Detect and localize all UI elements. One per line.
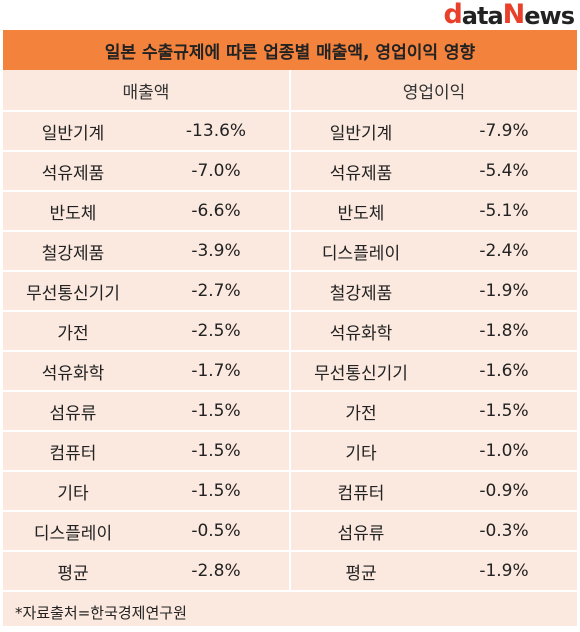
profit-impact-value: -5.1% [479, 201, 529, 221]
profit-industry-name: 평균 [345, 563, 377, 584]
profit-impact-value: -1.0% [479, 441, 529, 461]
sales-impact-value: -2.7% [191, 281, 241, 301]
sales-industry-name: 섬유류 [49, 403, 97, 424]
profit-industry-name: 일반기계 [329, 123, 393, 144]
sales-cell-group: 일반기계 -13.6% [3, 112, 289, 150]
profit-industry-name: 석유화학 [329, 323, 393, 344]
profit-impact-value: -1.5% [479, 401, 529, 421]
table-row: 일반기계 -13.6% 일반기계 -7.9% [3, 112, 577, 152]
table-row: 석유제품 -7.0% 석유제품 -5.4% [3, 152, 577, 192]
sales-cell-group: 석유제품 -7.0% [3, 152, 289, 190]
sales-impact-value: -13.6% [185, 121, 247, 141]
profit-impact-value: -0.3% [479, 521, 529, 541]
sales-industry-name: 무선통신기기 [26, 283, 120, 304]
table-row: 가전 -2.5% 석유화학 -1.8% [3, 312, 577, 352]
table-header: 매출액 영업이익 [3, 70, 577, 112]
sales-cell-group: 반도체 -6.6% [3, 192, 289, 230]
header-sales: 매출액 [122, 82, 170, 103]
table-row: 기타 -1.5% 컴퓨터 -0.9% [3, 472, 577, 512]
profit-cell-group: 디스플레이 -2.4% [289, 232, 577, 270]
sales-cell-group: 섬유류 -1.5% [3, 392, 289, 430]
sales-industry-name: 석유제품 [41, 163, 105, 184]
sales-cell-group: 가전 -2.5% [3, 312, 289, 350]
logo-d: d [443, 0, 462, 30]
profit-industry-name: 컴퓨터 [337, 483, 385, 504]
profit-impact-value: -1.6% [479, 361, 529, 381]
table-row: 무선통신기기 -2.7% 철강제품 -1.9% [3, 272, 577, 312]
sales-industry-name: 일반기계 [41, 123, 105, 144]
profit-industry-name: 반도체 [337, 203, 385, 224]
profit-impact-value: -1.8% [479, 321, 529, 341]
table-row: 석유화학 -1.7% 무선통신기기 -1.6% [3, 352, 577, 392]
sales-cell-group: 컴퓨터 -1.5% [3, 432, 289, 470]
table-row: 섬유류 -1.5% 가전 -1.5% [3, 392, 577, 432]
profit-cell-group: 가전 -1.5% [289, 392, 577, 430]
header-operating-profit: 영업이익 [289, 70, 577, 110]
sales-cell-group: 무선통신기기 -2.7% [3, 272, 289, 310]
profit-impact-value: -1.9% [479, 561, 529, 581]
sales-cell-group: 철강제품 -3.9% [3, 232, 289, 270]
sales-impact-value: -1.5% [191, 481, 241, 501]
sales-cell-group: 디스플레이 -0.5% [3, 512, 289, 550]
profit-impact-value: -2.4% [479, 241, 529, 261]
profit-impact-value: -1.9% [479, 281, 529, 301]
sales-impact-value: -1.7% [191, 361, 241, 381]
profit-cell-group: 철강제품 -1.9% [289, 272, 577, 310]
table-body: 일반기계 -13.6% 일반기계 -7.9% 석유제품 -7.0% 석유제품 -5.4% 반도체… [3, 112, 577, 592]
sales-industry-name: 기타 [57, 483, 89, 504]
profit-industry-name: 섬유류 [337, 523, 385, 544]
sales-cell-group: 기타 -1.5% [3, 472, 289, 510]
profit-cell-group: 무선통신기기 -1.6% [289, 352, 577, 390]
logo-n: N [502, 0, 526, 30]
table-row: 디스플레이 -0.5% 섬유류 -0.3% [3, 512, 577, 552]
sales-impact-value: -2.5% [191, 321, 241, 341]
sales-impact-value: -7.0% [191, 161, 241, 181]
sales-industry-name: 가전 [57, 323, 89, 344]
profit-impact-value: -0.9% [479, 481, 529, 501]
sales-impact-value: -1.5% [191, 441, 241, 461]
table-row: 평균 -2.8% 평균 -1.9% [3, 552, 577, 592]
table-row: 철강제품 -3.9% 디스플레이 -2.4% [3, 232, 577, 272]
profit-cell-group: 석유제품 -5.4% [289, 152, 577, 190]
table-card: 일본 수출규제에 따른 업종별 매출액, 영업이익 영향 매출액 영업이익 일반… [3, 30, 577, 626]
profit-industry-name: 기타 [345, 443, 377, 464]
profit-cell-group: 섬유류 -0.3% [289, 512, 577, 550]
profit-industry-name: 가전 [345, 403, 377, 424]
sales-industry-name: 디스플레이 [33, 523, 113, 544]
source-note: *자료출처=한국경제연구원 [15, 603, 187, 622]
profit-cell-group: 반도체 -5.1% [289, 192, 577, 230]
sales-impact-value: -0.5% [191, 521, 241, 541]
profit-cell-group: 일반기계 -7.9% [289, 112, 577, 150]
profit-industry-name: 디스플레이 [321, 243, 401, 264]
profit-impact-value: -7.9% [479, 121, 529, 141]
sales-industry-name: 컴퓨터 [49, 443, 97, 464]
sales-industry-name: 석유화학 [41, 363, 105, 384]
sales-impact-value: -3.9% [191, 241, 241, 261]
table-row: 반도체 -6.6% 반도체 -5.1% [3, 192, 577, 232]
profit-industry-name: 석유제품 [329, 163, 393, 184]
sales-industry-name: 평균 [57, 563, 89, 584]
sales-impact-value: -2.8% [191, 561, 241, 581]
profit-industry-name: 철강제품 [329, 283, 393, 304]
table-row: 컴퓨터 -1.5% 기타 -1.0% [3, 432, 577, 472]
table-title: 일본 수출규제에 따른 업종별 매출액, 영업이익 영향 [3, 30, 577, 70]
sales-industry-name: 철강제품 [41, 243, 105, 264]
sales-cell-group: 석유화학 -1.7% [3, 352, 289, 390]
logo-ata: ata [461, 2, 504, 30]
profit-cell-group: 컴퓨터 -0.9% [289, 472, 577, 510]
sales-industry-name: 반도체 [49, 203, 97, 224]
sales-impact-value: -1.5% [191, 401, 241, 421]
profit-industry-name: 무선통신기기 [314, 363, 408, 384]
sales-cell-group: 평균 -2.8% [3, 552, 289, 590]
sales-impact-value: -6.6% [191, 201, 241, 221]
profit-impact-value: -5.4% [479, 161, 529, 181]
profit-cell-group: 기타 -1.0% [289, 432, 577, 470]
profit-cell-group: 석유화학 -1.8% [289, 312, 577, 350]
logo-ews: ews [524, 2, 575, 30]
profit-cell-group: 평균 -1.9% [289, 552, 577, 590]
